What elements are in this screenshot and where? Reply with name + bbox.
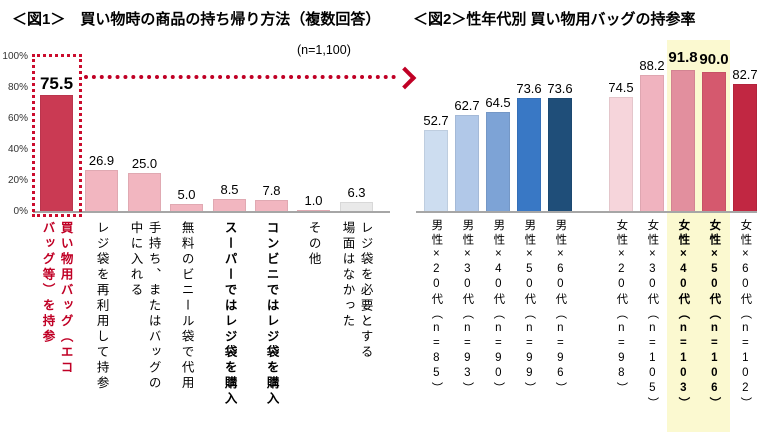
fig2-value-2: 64.5 (485, 95, 511, 110)
fig1-value-2: 25.0 (131, 156, 158, 171)
fig2-x-axis-line (416, 211, 757, 213)
fig2-bar-1 (455, 115, 479, 212)
fig2-xlabel-3: 男性×50代（n=99） (523, 219, 536, 397)
fig2-xlabel-8: 女性×50代（n=106） (708, 219, 721, 412)
fig1-sample-size: (n=1,100) (297, 43, 351, 57)
fig1-ytick-3: 40% (7, 144, 28, 155)
fig2-value-0: 52.7 (423, 113, 449, 128)
fig2-value-3: 73.6 (516, 81, 542, 96)
fig1-xlabel-2: 手持ち、またはバッグの 中に入れる (128, 221, 161, 392)
fig1-ytick-2: 60% (7, 113, 28, 124)
fig1-value-0: 75.5 (39, 74, 74, 93)
fig1-value-3: 5.0 (177, 187, 196, 202)
fig1-bar-2 (128, 173, 161, 212)
fig2-value-6: 88.2 (639, 58, 665, 73)
fig2-xlabel-9: 女性×60代（n=102） (739, 219, 752, 412)
fig2-bar-2 (486, 112, 510, 212)
fig2-xlabel-5: 女性×20代（n=98） (615, 219, 628, 397)
fig2-xlabel-4: 男性×60代（n=96） (554, 219, 567, 397)
fig2-bar-5 (609, 97, 633, 212)
fig2-xlabel-7: 女性×40代（n=103） (677, 219, 690, 412)
fig1-xlabel-1: レジ袋を再利用して持参 (94, 221, 109, 392)
fig2-xlabel-2: 男性×40代（n=90） (492, 219, 505, 397)
fig1-value-5: 7.8 (262, 183, 281, 198)
fig2-bar-7 (671, 70, 695, 212)
fig1-highlight-outline (32, 54, 82, 217)
fig1-xlabel-7: レジ袋を必要とする 場面はなかった (340, 221, 373, 361)
fig1-xlabel-3: 無料のビニール袋で代用 (179, 221, 194, 392)
fig1-ytick-5: 0% (13, 206, 28, 217)
fig2-bar-4 (548, 98, 572, 212)
fig2-value-9: 82.7 (732, 67, 758, 82)
fig1-bar-0 (40, 95, 73, 212)
fig1-to-fig2-dotted-line (84, 75, 396, 79)
fig1-ytick-0: 100% (2, 51, 28, 62)
fig2-bar-0 (424, 130, 448, 212)
fig1-value-1: 26.9 (88, 153, 115, 168)
arrow-right-icon (393, 66, 417, 90)
fig2-xlabel-6: 女性×30代（n=105） (646, 219, 659, 412)
fig2-bar-3 (517, 98, 541, 212)
fig1-xlabel-5: コンビニではレジ袋を購入 (264, 221, 279, 407)
fig1-xlabel-4: スーパーではレジ袋を購入 (222, 221, 237, 407)
fig2-value-5: 74.5 (608, 80, 634, 95)
fig2-value-4: 73.6 (547, 81, 573, 96)
fig1-ytick-4: 20% (7, 175, 28, 186)
fig1-value-6: 1.0 (304, 193, 323, 208)
fig2-title: ＜図2＞性年代別 買い物用バッグの持参率 (413, 11, 696, 28)
fig1-value-4: 8.5 (220, 182, 239, 197)
fig1-title: ＜図1＞ 買い物時の商品の持ち帰り方法（複数回答） (12, 11, 381, 28)
fig2-xlabel-0: 男性×20代（n=85） (430, 219, 443, 397)
fig2-bar-9 (733, 84, 757, 212)
fig1-xlabel-6: その他 (306, 221, 321, 268)
fig2-value-1: 62.7 (454, 98, 480, 113)
fig2-bar-6 (640, 75, 664, 212)
fig1-bar-1 (85, 170, 118, 212)
fig1-xlabel-0: 買い物用バッグ（エコ バッグ等）を持参 (40, 221, 73, 376)
fig2-value-7: 91.8 (668, 49, 698, 66)
fig1-x-axis-line (33, 211, 390, 213)
fig2-xlabel-1: 男性×30代（n=93） (461, 219, 474, 397)
fig2-value-8: 90.0 (699, 51, 729, 68)
fig1-value-7: 6.3 (347, 185, 366, 200)
fig2-bar-8 (702, 72, 726, 212)
fig1-ytick-1: 80% (7, 82, 28, 93)
